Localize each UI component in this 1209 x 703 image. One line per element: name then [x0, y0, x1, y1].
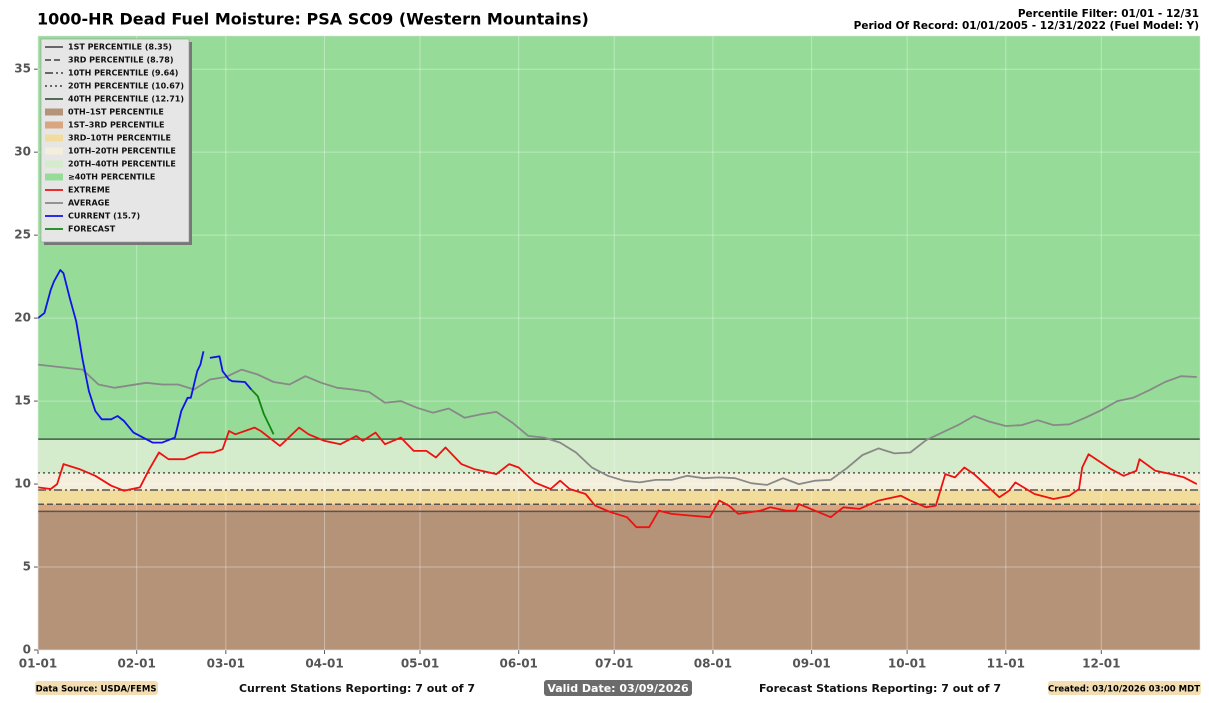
x-tick-label: 08-01 [694, 657, 732, 671]
valid-box [544, 680, 692, 696]
legend-swatch [45, 160, 63, 168]
current-stations: Current Stations Reporting: 7 out of 7 [239, 682, 475, 695]
series-line [37, 426, 1198, 529]
legend-label: 40TH PERCENTILE (12.71) [68, 95, 184, 104]
forecast-stations: Forecast Stations Reporting: 7 out of 7 [759, 682, 1001, 695]
percentile-band [38, 511, 1200, 650]
plot-frame [37, 35, 1201, 651]
legend-label: 3RD PERCENTILE (8.78) [68, 56, 174, 65]
percentile-band [38, 490, 1200, 505]
y-tick-label: 5 [23, 560, 31, 574]
legend-label: EXTREME [68, 186, 110, 195]
legend-swatch [45, 121, 63, 129]
y-tick-label: 20 [14, 311, 31, 325]
percentile-band [38, 36, 1200, 440]
legend-swatch [45, 108, 63, 116]
percentile-band [38, 439, 1200, 473]
legend: 1ST PERCENTILE (8.35) 3RD PERCENTILE (8.7… [40, 38, 192, 245]
series-line [37, 269, 252, 444]
header-note: Period Of Record: 01/01/2005 - 12/31/202… [854, 20, 1199, 32]
legend-label: CURRENT (15.7) [68, 212, 140, 221]
x-tick-label: 02-01 [117, 657, 155, 671]
legend-label: 20TH PERCENTILE (10.67) [68, 82, 184, 91]
legend-swatch [45, 173, 63, 181]
percentile-band [38, 504, 1200, 512]
x-tick-label: 11-01 [987, 657, 1025, 671]
series-line [37, 363, 1197, 486]
created-box [1048, 681, 1201, 695]
legend-box [40, 38, 190, 243]
x-tick-label: 06-01 [500, 657, 538, 671]
y-tick-label: 10 [14, 477, 31, 491]
legend-label: 3RD–10TH PERCENTILE [68, 134, 171, 143]
legend-label: 10TH–20TH PERCENTILE [68, 147, 176, 156]
legend-label: 20TH–40TH PERCENTILE [68, 160, 176, 169]
y-tick-label: 15 [14, 394, 31, 408]
legend-label: AVERAGE [68, 199, 110, 208]
x-tick-label: 12-01 [1082, 657, 1120, 671]
legend-label: ≥40TH PERCENTILE [68, 173, 155, 182]
header-note: Percentile Filter: 01/01 - 12/31 [1018, 8, 1199, 20]
legend-swatch [45, 147, 63, 155]
x-tick-label: 10-01 [888, 657, 926, 671]
data-source: Data Source: USDA/FEMS [36, 685, 157, 695]
legend-label: 0TH–1ST PERCENTILE [68, 108, 164, 117]
percentile-band [38, 472, 1200, 491]
x-tick-label: 05-01 [401, 657, 439, 671]
legend-label: 1ST–3RD PERCENTILE [68, 121, 164, 130]
y-tick-label: 30 [14, 145, 31, 159]
chart-title: 1000-HR Dead Fuel Moisture: PSA SC09 (We… [37, 10, 589, 29]
legend-label: 10TH PERCENTILE (9.64) [68, 69, 178, 78]
x-tick-label: 03-01 [207, 657, 245, 671]
x-tick-label: 09-01 [792, 657, 830, 671]
valid-date: Valid Date: 03/09/2026 [547, 682, 689, 695]
x-tick-label: 07-01 [595, 657, 633, 671]
x-tick-label: 01-01 [19, 657, 57, 671]
x-tick-label: 04-01 [305, 657, 343, 671]
legend-swatch [45, 134, 63, 142]
source-box [35, 681, 158, 695]
y-tick-label: 25 [14, 228, 31, 242]
created: Created: 03/10/2026 03:00 MDT [1048, 685, 1200, 695]
legend-label: 1ST PERCENTILE (8.35) [68, 43, 172, 52]
legend-label: FORECAST [68, 225, 116, 234]
series-line [250, 388, 275, 435]
y-tick-label: 35 [14, 62, 31, 76]
y-tick-label: 0 [23, 643, 31, 657]
